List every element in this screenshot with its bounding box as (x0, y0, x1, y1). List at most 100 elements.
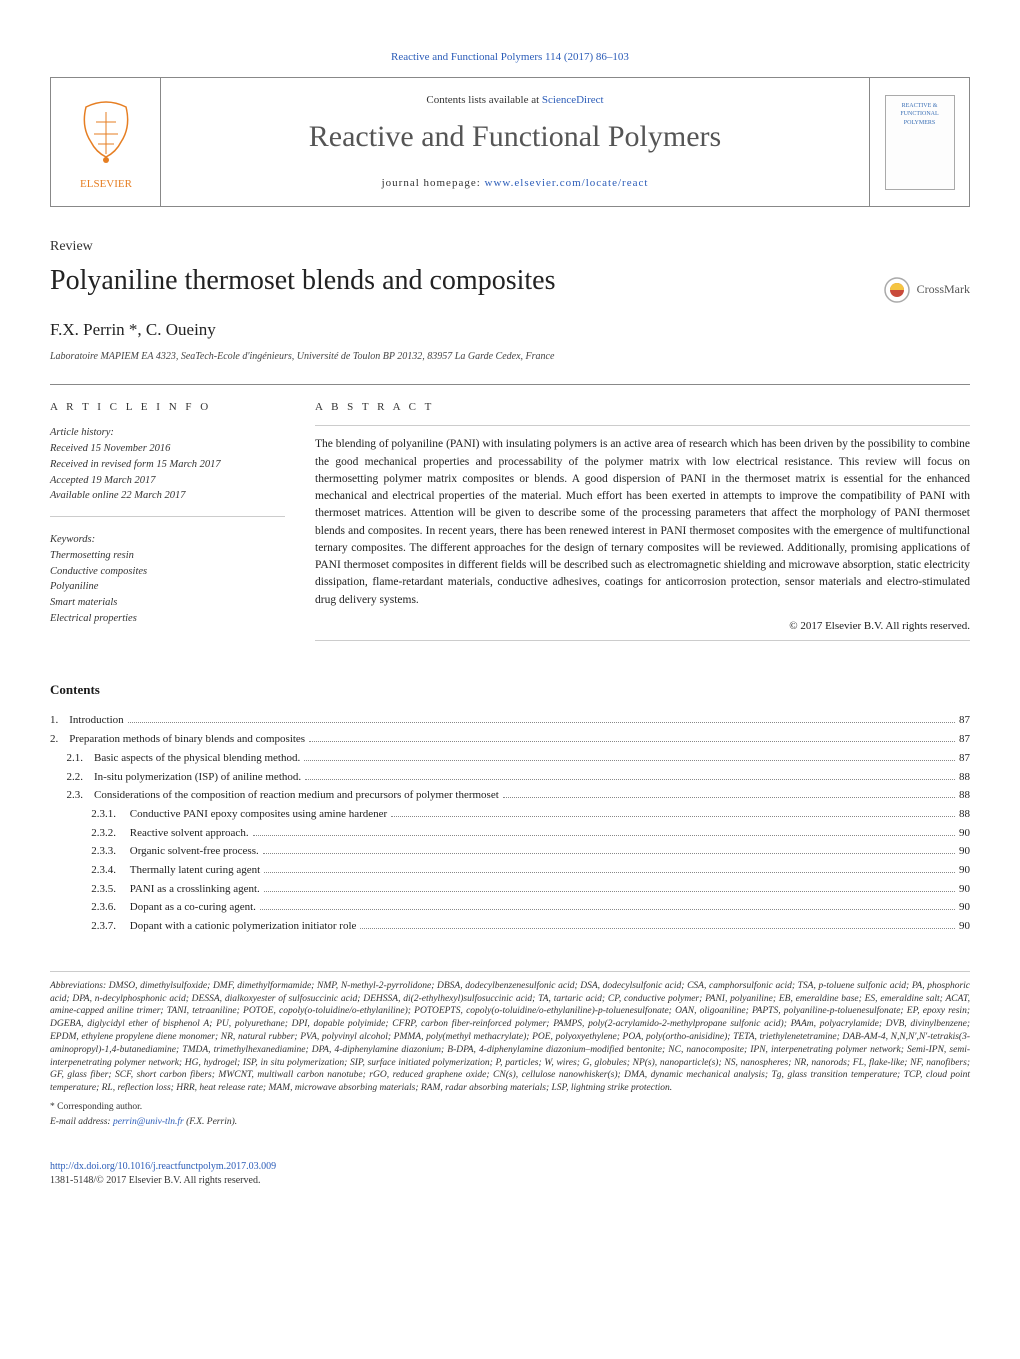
online-date: Available online 22 March 2017 (50, 488, 285, 504)
toc-page: 88 (959, 768, 970, 787)
keyword: Polyaniline (50, 579, 285, 595)
toc-label: Basic aspects of the physical blending m… (94, 749, 300, 768)
keywords-title: Keywords: (50, 532, 285, 548)
keyword: Thermosetting resin (50, 548, 285, 564)
journal-name: Reactive and Functional Polymers (309, 116, 721, 158)
abstract-column: A B S T R A C T The blending of polyanil… (315, 400, 970, 641)
toc-page: 87 (959, 711, 970, 730)
toc-label: Dopant as a co-curing agent. (130, 898, 256, 917)
toc-row: 2.3.1. Conductive PANI epoxy composites … (50, 805, 970, 824)
toc-page: 87 (959, 749, 970, 768)
toc-page: 90 (959, 917, 970, 936)
toc-label: In-situ polymerization (ISP) of aniline … (94, 768, 301, 787)
toc-number: 2.1. (50, 749, 94, 768)
toc-number: 2.3.5. (50, 880, 130, 899)
toc-row: 2.3.5. PANI as a crosslinking agent. 90 (50, 880, 970, 899)
article-title: Polyaniline thermoset blends and composi… (50, 261, 555, 300)
journal-ref-link[interactable]: Reactive and Functional Polymers 114 (20… (391, 51, 629, 63)
homepage-prefix: journal homepage: (382, 177, 485, 189)
article-type: Review (50, 237, 970, 257)
toc-dots (309, 741, 955, 742)
sciencedirect-link[interactable]: ScienceDirect (542, 94, 604, 106)
info-abstract-section: A R T I C L E I N F O Article history: R… (50, 384, 970, 641)
toc-row: 1. Introduction87 (50, 711, 970, 730)
toc-row: 2.1. Basic aspects of the physical blend… (50, 749, 970, 768)
corresponding-author-note: * Corresponding author. (50, 1101, 970, 1114)
author-email-link[interactable]: perrin@univ-tln.fr (113, 1117, 184, 1127)
homepage-link[interactable]: www.elsevier.com/locate/react (485, 177, 649, 189)
title-row: Polyaniline thermoset blends and composi… (50, 261, 970, 318)
toc-row: 2.3.4. Thermally latent curing agent 90 (50, 861, 970, 880)
toc-page: 88 (959, 786, 970, 805)
toc-label: Conductive PANI epoxy composites using a… (130, 805, 387, 824)
publisher-logo-cell: ELSEVIER (51, 78, 161, 206)
crossmark-badge[interactable]: CrossMark (883, 276, 970, 304)
cover-thumbnail: REACTIVE & FUNCTIONAL POLYMERS (885, 95, 955, 190)
journal-header: ELSEVIER Contents lists available at Sci… (50, 77, 970, 207)
toc-row: 2. Preparation methods of binary blends … (50, 730, 970, 749)
article-history: Article history: Received 15 November 20… (50, 425, 285, 517)
keywords-block: Keywords: Thermosetting resin Conductive… (50, 532, 285, 627)
journal-reference: Reactive and Functional Polymers 114 (20… (50, 50, 970, 65)
toc-page: 87 (959, 730, 970, 749)
toc-page: 90 (959, 880, 970, 899)
abstract-copyright: © 2017 Elsevier B.V. All rights reserved… (315, 619, 970, 634)
toc-page: 90 (959, 861, 970, 880)
homepage-line: journal homepage: www.elsevier.com/locat… (382, 176, 649, 191)
accepted-date: Accepted 19 March 2017 (50, 473, 285, 489)
abstract-header: A B S T R A C T (315, 400, 970, 415)
doi-link[interactable]: http://dx.doi.org/10.1016/j.reactfunctpo… (50, 1161, 276, 1172)
toc-dots (304, 760, 955, 761)
issn-copyright: 1381-5148/© 2017 Elsevier B.V. All right… (50, 1175, 260, 1186)
svg-text:ELSEVIER: ELSEVIER (80, 178, 133, 190)
toc-label: PANI as a crosslinking agent. (130, 880, 260, 899)
crossmark-icon (883, 276, 911, 304)
toc-dots (360, 928, 955, 929)
toc-number: 2.3.6. (50, 898, 130, 917)
abstract-text: The blending of polyaniline (PANI) with … (315, 436, 970, 609)
toc-row: 2.2. In-situ polymerization (ISP) of ani… (50, 768, 970, 787)
thumb-text-1: REACTIVE & (902, 102, 938, 110)
toc-page: 90 (959, 842, 970, 861)
toc-number: 2.3. (50, 786, 94, 805)
article-info-header: A R T I C L E I N F O (50, 400, 285, 415)
toc-number: 2.3.3. (50, 842, 130, 861)
toc-row: 2.3.2. Reactive solvent approach. 90 (50, 824, 970, 843)
toc-dots (264, 891, 955, 892)
toc-label: Organic solvent-free process. (130, 842, 259, 861)
abbreviations-block: Abbreviations: DMSO, dimethylsulfoxide; … (50, 971, 970, 1095)
toc-label: Considerations of the composition of rea… (94, 786, 499, 805)
toc-number: 2.3.2. (50, 824, 130, 843)
toc-dots (253, 835, 955, 836)
received-date: Received 15 November 2016 (50, 441, 285, 457)
authors: F.X. Perrin *, C. Oueiny (50, 318, 970, 342)
toc-dots (128, 722, 955, 723)
toc-page: 88 (959, 805, 970, 824)
toc-dots (260, 909, 955, 910)
keyword: Conductive composites (50, 564, 285, 580)
journal-title-cell: Contents lists available at ScienceDirec… (161, 78, 869, 206)
toc-number: 2.3.4. (50, 861, 130, 880)
toc-number: 2.2. (50, 768, 94, 787)
toc-label: Thermally latent curing agent (130, 861, 260, 880)
revised-date: Received in revised form 15 March 2017 (50, 457, 285, 473)
toc-dots (263, 853, 955, 854)
toc-page: 90 (959, 824, 970, 843)
keyword: Electrical properties (50, 611, 285, 627)
toc-number: 1. (50, 711, 69, 730)
contents-prefix: Contents lists available at (426, 94, 541, 106)
affiliation: Laboratoire MAPIEM EA 4323, SeaTech-Ecol… (50, 350, 970, 364)
toc-row: 2.3.3. Organic solvent-free process. 90 (50, 842, 970, 861)
toc-dots (305, 779, 955, 780)
article-info-column: A R T I C L E I N F O Article history: R… (50, 400, 285, 641)
keyword: Smart materials (50, 595, 285, 611)
toc-dots (264, 872, 955, 873)
toc-number: 2. (50, 730, 69, 749)
contents-available-line: Contents lists available at ScienceDirec… (426, 93, 603, 108)
toc-page: 90 (959, 898, 970, 917)
thumb-text-2: FUNCTIONAL (900, 110, 938, 118)
toc-number: 2.3.7. (50, 917, 130, 936)
cover-thumb-cell: REACTIVE & FUNCTIONAL POLYMERS (869, 78, 969, 206)
toc-label: Reactive solvent approach. (130, 824, 249, 843)
toc-row: 2.3.6. Dopant as a co-curing agent. 90 (50, 898, 970, 917)
